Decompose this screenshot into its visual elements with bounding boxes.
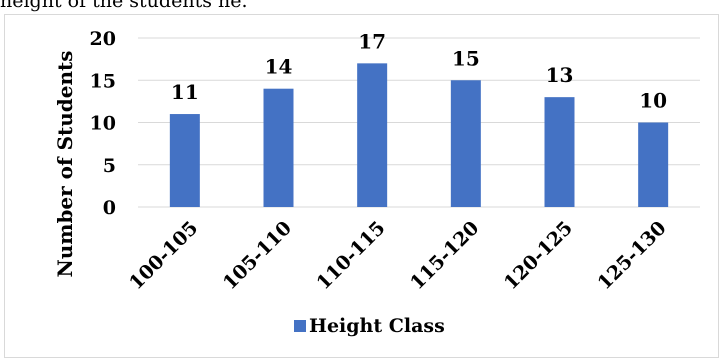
category-label: 100-105 [125,217,202,294]
y-tick-label: 20 [90,28,116,50]
category-label: 120-125 [500,217,577,294]
y-axis-title: Number of Students [53,50,77,277]
cropped-caption-text: height of the students he. [0,0,248,12]
bar[interactable] [169,114,200,207]
data-label: 17 [358,29,386,53]
legend-label: Height Class [309,315,445,337]
bar[interactable] [544,97,575,207]
data-label: 14 [265,55,293,79]
y-tick-label: 15 [90,70,116,92]
data-label: 13 [546,63,574,87]
category-label: 105-110 [219,217,296,294]
legend-swatch [294,320,306,332]
y-tick-label: 5 [103,155,116,177]
bar[interactable] [638,122,669,208]
category-label: 110-115 [312,217,389,294]
data-label: 11 [171,80,199,104]
category-label: 125-130 [593,217,670,294]
bar[interactable] [357,63,388,207]
y-tick-label: 10 [90,113,116,135]
y-tick-label: 0 [103,197,116,219]
category-label: 115-120 [406,217,483,294]
bar[interactable] [450,80,481,207]
bar[interactable] [263,88,294,207]
data-label: 15 [452,46,480,70]
data-label: 10 [639,89,667,113]
